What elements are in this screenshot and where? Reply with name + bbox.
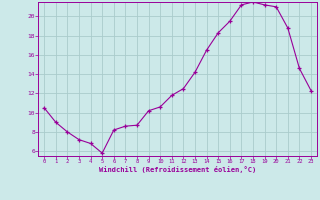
X-axis label: Windchill (Refroidissement éolien,°C): Windchill (Refroidissement éolien,°C) [99,166,256,173]
